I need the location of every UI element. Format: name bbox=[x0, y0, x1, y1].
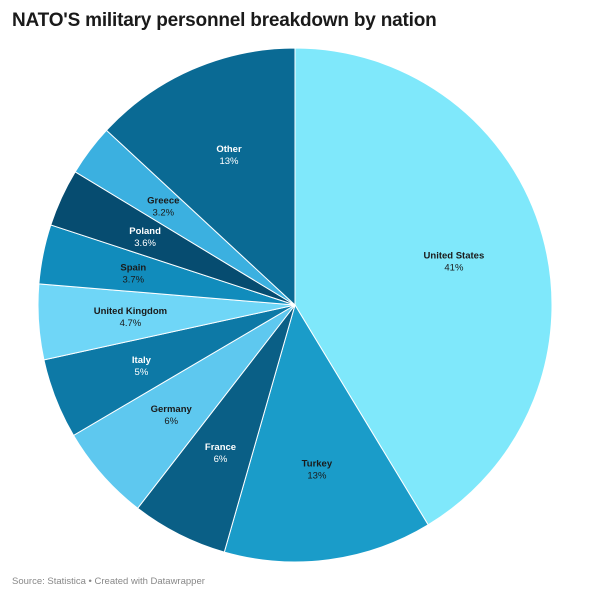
slice-label-greece: Greece bbox=[147, 196, 179, 207]
slice-label-france: France bbox=[205, 442, 236, 453]
pie-slices bbox=[37, 47, 553, 563]
slice-value-italy: 5% bbox=[135, 367, 149, 378]
pie-slice-united-states bbox=[294, 47, 553, 526]
slice-value-spain: 3.7% bbox=[122, 274, 144, 285]
slice-label-poland: Poland bbox=[129, 226, 161, 237]
pie-slice-turkey bbox=[223, 303, 429, 563]
slice-value-france: 6% bbox=[214, 454, 228, 465]
slice-label-germany: Germany bbox=[151, 404, 193, 415]
pie-labels: United States41%Turkey13%France6%Germany… bbox=[94, 144, 485, 482]
chart-footer: Source: Statistica • Created with Datawr… bbox=[12, 576, 205, 587]
slice-value-turkey: 13% bbox=[307, 471, 327, 482]
pie-slice-other bbox=[105, 47, 296, 307]
slice-label-italy: Italy bbox=[132, 355, 152, 366]
slice-value-united-states: 41% bbox=[444, 263, 464, 274]
chart-title: NATO'S military personnel breakdown by n… bbox=[12, 10, 437, 31]
slice-value-united-kingdom: 4.7% bbox=[120, 318, 142, 329]
footer-separator: • bbox=[85, 576, 95, 587]
source-note: Source: Statistica bbox=[12, 576, 86, 587]
slice-label-turkey: Turkey bbox=[302, 459, 333, 470]
credit-note: Created with Datawrapper bbox=[94, 576, 205, 587]
slice-value-germany: 6% bbox=[164, 416, 178, 427]
slice-label-united-kingdom: United Kingdom bbox=[94, 306, 167, 317]
slice-value-other: 13% bbox=[219, 156, 239, 167]
slice-label-spain: Spain bbox=[120, 262, 146, 273]
slice-label-united-states: United States bbox=[424, 251, 485, 262]
slice-label-other: Other bbox=[216, 144, 242, 155]
slice-value-greece: 3.2% bbox=[152, 208, 174, 219]
slice-value-poland: 3.6% bbox=[134, 238, 156, 249]
